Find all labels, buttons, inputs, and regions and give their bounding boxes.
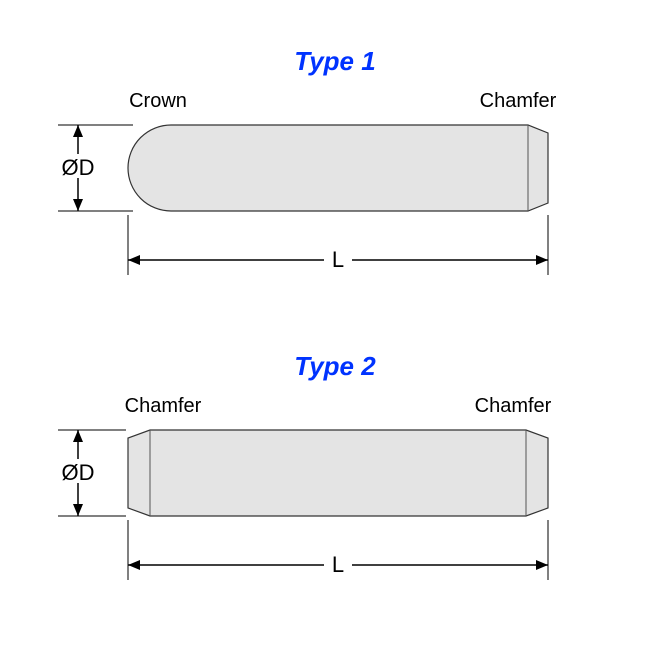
type2-diameter-label: ØD: [62, 460, 95, 485]
type2-length-label: L: [332, 552, 344, 577]
diagram-canvas: Type 1 Crown Chamfer ØD L Type 2 Chamfer: [0, 0, 670, 670]
type2-diameter-dimension: ØD: [58, 430, 126, 516]
type1-pin: [128, 125, 548, 211]
type1-diameter-dimension: ØD: [58, 125, 133, 211]
type1-length-dimension: L: [128, 215, 548, 275]
type1-right-label: Chamfer: [480, 90, 557, 112]
type2-pin: [128, 430, 548, 516]
type2-length-dimension: L: [128, 520, 548, 580]
type2-right-label: Chamfer: [475, 395, 552, 417]
type1-diameter-label: ØD: [62, 155, 95, 180]
type2-left-label: Chamfer: [125, 395, 202, 417]
type1-length-label: L: [332, 247, 344, 272]
type1-title: Type 1: [294, 46, 375, 76]
type1-left-label: Crown: [129, 90, 187, 112]
type2-title: Type 2: [294, 351, 376, 381]
